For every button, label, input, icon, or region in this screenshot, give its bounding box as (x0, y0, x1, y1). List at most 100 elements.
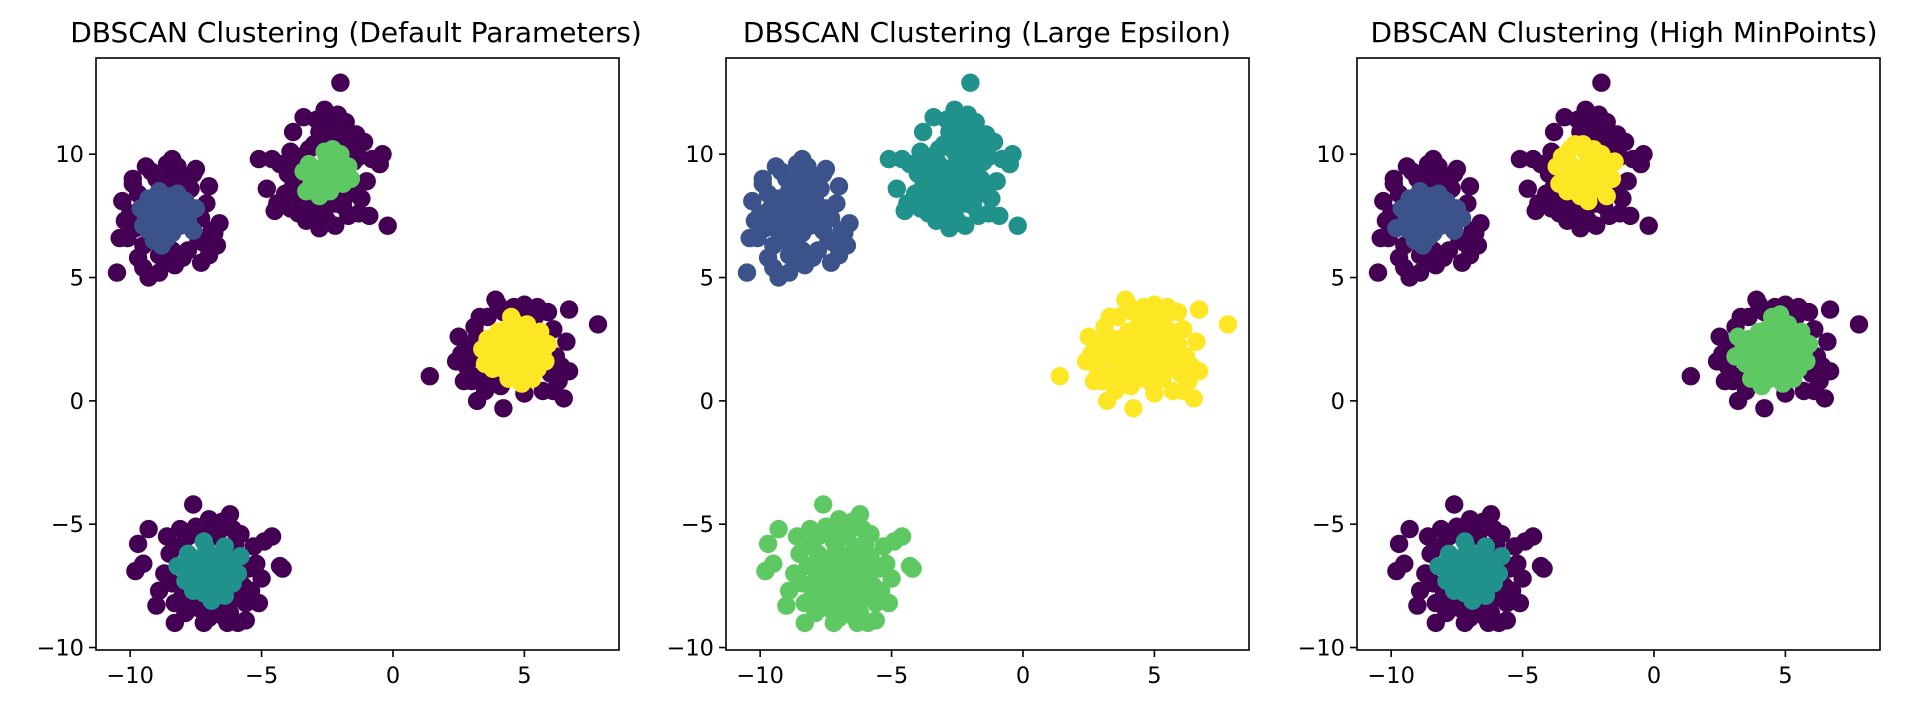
noise-point (352, 189, 371, 208)
cluster-point (1008, 216, 1027, 235)
noise-point (1681, 367, 1701, 386)
noise-point (557, 332, 576, 351)
noise-point (113, 191, 132, 211)
cluster-point (850, 505, 870, 524)
x-tick-label: 5 (1147, 663, 1161, 689)
cluster-point (1770, 305, 1790, 324)
cluster-point (837, 236, 857, 255)
noise-point (1426, 613, 1446, 633)
x-tick-label: −5 (875, 663, 908, 689)
noise-point (107, 263, 127, 282)
noise-point (257, 179, 276, 198)
cluster-point (1174, 381, 1193, 401)
cluster-point (913, 122, 933, 142)
noise-point (294, 108, 313, 127)
noise-point (1799, 302, 1819, 322)
noise-point (194, 613, 213, 633)
cluster-point (523, 369, 542, 388)
cluster-point (753, 169, 772, 189)
chart-title: DBSCAN Clustering (Large Epsilon) (743, 16, 1231, 49)
subplot-high-minpoints: DBSCAN Clustering (High MinPoints) −10 −5… (1298, 16, 1881, 689)
x-tick-label: −5 (1506, 663, 1539, 689)
cluster-point (168, 556, 187, 576)
axis-ticks: −10 −5 0 5 −10 −5 0 5 10 (667, 142, 1162, 689)
cluster-point (1084, 371, 1104, 391)
noise-point (186, 159, 206, 179)
x-tick-label: 5 (517, 663, 531, 689)
noise-point (149, 263, 169, 282)
subplot-default-parameters: DBSCAN Clustering (Default Parameters) −… (37, 16, 642, 689)
noise-point (1710, 327, 1729, 346)
cluster-point (977, 125, 996, 144)
chart-title: DBSCAN Clustering (Default Parameters) (70, 16, 642, 49)
noise-point (139, 519, 158, 539)
noise-point (249, 593, 269, 613)
cluster-point (924, 108, 943, 127)
cluster-point (1728, 327, 1748, 346)
cluster-point (1413, 236, 1432, 255)
cluster-point (892, 149, 912, 169)
noise-point (1389, 534, 1409, 554)
y-tick-label: 10 (55, 142, 84, 168)
noise-point (1571, 219, 1590, 238)
cluster-point (982, 189, 1001, 208)
noise-point (1597, 112, 1616, 132)
noise-point (1510, 149, 1530, 169)
cluster-point (228, 564, 248, 583)
y-tick-label: 0 (70, 389, 84, 415)
cluster-point (475, 354, 495, 374)
noise-point (1618, 172, 1637, 191)
noise-point (331, 73, 350, 92)
cluster-point (184, 221, 203, 240)
cluster-point (1392, 199, 1411, 218)
noise-point (544, 381, 563, 401)
scatter-points (107, 73, 608, 633)
cluster-point (294, 162, 313, 181)
y-tick-label: 10 (685, 142, 714, 168)
noise-point (1387, 561, 1406, 581)
noise-point (199, 177, 219, 196)
cluster-point (827, 194, 846, 213)
cluster-point (966, 112, 985, 132)
cluster-point (1547, 157, 1566, 176)
noise-point (378, 216, 397, 235)
cluster-point (1597, 186, 1616, 206)
noise-point (1707, 352, 1727, 371)
cluster-point (895, 201, 914, 221)
noise-point (465, 317, 484, 337)
noise-point (1397, 157, 1417, 176)
cluster-point (887, 179, 906, 198)
noise-point (126, 561, 145, 581)
noise-point (486, 290, 505, 309)
cluster-point (1476, 537, 1496, 556)
cluster-point (1550, 174, 1569, 193)
noise-point (1408, 596, 1427, 615)
noise-point (1542, 199, 1561, 218)
noise-point (170, 519, 190, 539)
cluster-point (1797, 352, 1816, 371)
noise-point (515, 295, 534, 314)
cluster-point (769, 519, 788, 539)
cluster-point (1463, 591, 1482, 610)
cluster-point (186, 199, 206, 218)
cluster-point (779, 263, 799, 282)
cluster-point (795, 613, 814, 633)
cluster-point (1095, 317, 1114, 337)
cluster-point (131, 199, 150, 218)
cluster-point (1799, 334, 1819, 354)
noise-point (588, 315, 608, 334)
axes-frame (725, 57, 1250, 651)
noise-point (191, 253, 211, 272)
noise-point (149, 581, 169, 600)
cluster-point (1579, 191, 1598, 211)
noise-point (199, 510, 219, 529)
noise-point (1371, 228, 1390, 248)
noise-point (283, 122, 303, 142)
noise-point (1447, 159, 1467, 179)
cluster-point (990, 206, 1009, 226)
cluster-point (845, 608, 864, 628)
noise-point (1544, 122, 1564, 142)
cluster-point (961, 73, 980, 92)
noise-point (1400, 519, 1419, 539)
y-tick-label: −10 (37, 636, 84, 662)
